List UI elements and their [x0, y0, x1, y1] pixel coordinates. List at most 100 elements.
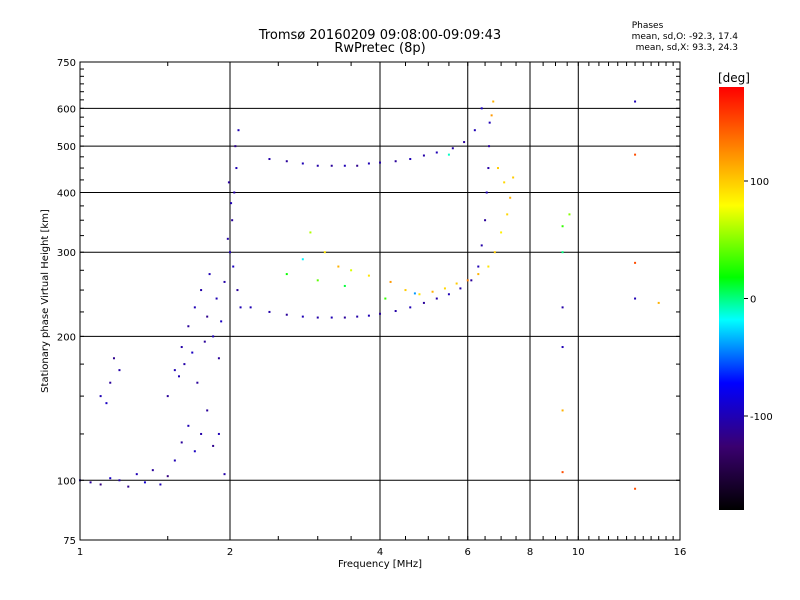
data-point — [323, 251, 326, 254]
data-point — [379, 161, 381, 164]
data-point — [431, 290, 434, 293]
data-point — [568, 213, 571, 216]
data-point — [422, 154, 425, 157]
data-point — [503, 181, 506, 184]
x-tick-label: 8 — [527, 547, 533, 558]
data-point — [316, 279, 319, 282]
data-point — [112, 357, 115, 360]
data-point — [488, 121, 491, 124]
data-point — [301, 315, 304, 318]
data-point — [350, 269, 353, 272]
data-point — [237, 129, 240, 132]
data-point — [488, 145, 491, 148]
data-point — [230, 202, 233, 205]
data-point — [337, 265, 340, 268]
data-point — [379, 312, 381, 315]
data-point — [166, 395, 169, 398]
data-point — [193, 450, 196, 453]
x-tick-label: 4 — [377, 547, 383, 558]
data-point — [309, 231, 312, 234]
data-point — [231, 219, 234, 222]
y-axis-label: Stationary phase Virtual Height [km] — [40, 209, 51, 393]
data-point — [634, 297, 637, 300]
data-point — [561, 409, 564, 412]
data-point — [206, 315, 209, 318]
data-point — [268, 310, 271, 313]
data-point — [177, 375, 180, 378]
data-point — [180, 346, 183, 349]
data-point — [226, 237, 229, 240]
data-point — [173, 459, 176, 462]
data-point — [212, 444, 215, 447]
data-point — [301, 258, 304, 261]
data-point — [409, 306, 412, 309]
data-point — [512, 176, 515, 179]
data-point — [109, 477, 112, 480]
x-mode-stats: mean, sd,X: 93.3, 24.3 — [635, 43, 738, 53]
data-point — [268, 158, 271, 161]
y-tick-label: 400 — [57, 188, 76, 199]
data-point — [409, 158, 412, 161]
data-point — [490, 114, 493, 117]
data-point — [466, 279, 469, 282]
data-point — [367, 274, 370, 277]
data-point — [480, 107, 483, 110]
data-point — [135, 473, 138, 476]
data-point — [187, 325, 190, 328]
data-point — [223, 280, 226, 283]
data-point — [389, 280, 392, 283]
data-point — [487, 167, 490, 170]
x-tick-label: 6 — [465, 547, 471, 558]
data-point — [159, 483, 162, 486]
y-tick-label: 200 — [57, 332, 76, 343]
data-point — [200, 432, 203, 435]
data-point — [634, 100, 637, 103]
data-point — [239, 306, 242, 309]
x-tick-label: 1 — [77, 547, 83, 558]
data-point — [496, 167, 499, 170]
y-tick-label: 75 — [63, 536, 76, 547]
data-point — [634, 261, 637, 264]
data-point — [203, 340, 206, 343]
data-point — [191, 351, 194, 354]
data-point — [109, 381, 112, 384]
axis-ticks: 1 2 4 6 8 10 16 75 100 200 300 400 500 600 750 — [57, 58, 686, 558]
data-point — [634, 487, 637, 490]
data-point — [367, 314, 370, 317]
data-point — [227, 181, 230, 184]
data-point — [422, 301, 425, 304]
data-point — [151, 469, 154, 472]
data-point — [236, 289, 239, 292]
data-points — [79, 100, 660, 490]
data-point — [285, 160, 288, 163]
data-point — [235, 167, 238, 170]
data-point — [500, 231, 503, 234]
data-point — [220, 320, 223, 323]
data-point — [200, 289, 203, 292]
data-point — [506, 213, 509, 216]
chart-title: Tromsø 20160209 09:08:00-09:09:43 — [258, 28, 502, 43]
data-point — [356, 164, 359, 167]
colorbar — [719, 87, 744, 510]
phases-heading: Phases — [631, 21, 664, 31]
data-point — [487, 265, 490, 268]
data-point — [470, 279, 473, 282]
data-point — [367, 162, 370, 165]
data-point — [485, 191, 488, 194]
data-point — [459, 287, 462, 290]
data-point — [330, 164, 333, 167]
data-point — [229, 251, 231, 254]
y-tick-label: 100 — [57, 476, 76, 487]
data-point — [249, 306, 252, 309]
data-point — [413, 292, 416, 295]
data-point — [105, 402, 108, 405]
data-point — [232, 265, 235, 268]
data-point — [484, 219, 487, 222]
data-point — [443, 287, 446, 290]
data-point — [233, 191, 236, 194]
data-point — [99, 395, 102, 398]
data-point — [451, 147, 454, 150]
data-point — [455, 282, 458, 285]
data-point — [477, 265, 480, 268]
data-point — [463, 141, 466, 144]
